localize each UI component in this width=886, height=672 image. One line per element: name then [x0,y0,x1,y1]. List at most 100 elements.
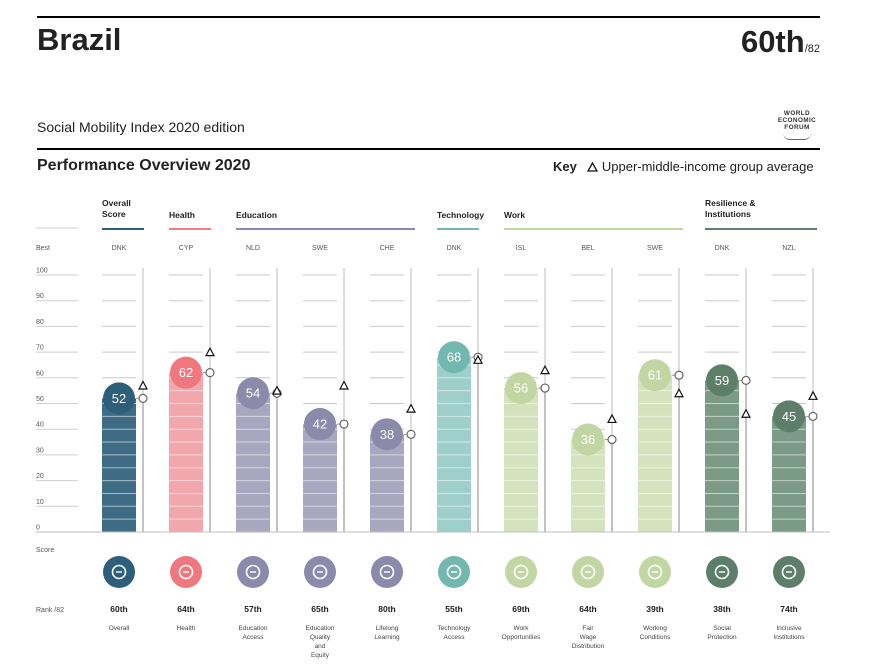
best-country-label: SWE [312,245,328,252]
group-average-marker [607,413,617,424]
group-average-marker [540,364,550,375]
score-bar [102,398,136,532]
hands-heart-icon-glyph [714,564,730,580]
score-rail-marker [339,419,349,429]
pillar-rank: 64th [177,604,194,614]
best-country-label: DNK [447,245,462,252]
pillar-label: Quality [310,634,331,641]
score-value: 38 [380,427,394,442]
y-tick-label: 0 [36,525,40,532]
rank-row-label: Rank /82 [36,607,64,614]
group-average-marker [741,408,751,418]
y-tick-label: 20 [36,473,44,480]
group-average-marker [272,385,282,395]
pillar-label: Working [643,625,667,632]
document-icon-glyph [647,564,663,580]
score-rail-marker [674,370,684,380]
y-tick-label: 70 [36,345,44,352]
best-country-label: NLD [246,245,260,252]
ribbon-icon-glyph [111,564,127,580]
pillar-label: Equity [311,652,330,659]
group-label: Education [236,210,277,220]
group-average-marker [339,380,349,390]
best-row-label: Best [36,245,50,252]
pillar-label: Education [239,625,268,632]
pillar-rank: 38th [713,604,730,614]
score-row-label: Score [36,547,54,554]
best-country-label: CYP [179,245,194,252]
country-title: Brazil [37,22,122,57]
pillar-rank: 69th [512,604,529,614]
group-label: Resilience & [705,198,756,208]
score-bar [169,372,203,532]
pillar-label: Access [243,634,265,641]
group-label: Score [102,209,126,219]
pillar-label: Learning [374,634,400,641]
network-icon-glyph [446,564,462,580]
y-tick-label: 50 [36,396,44,403]
wrench-icon-glyph [513,564,529,580]
score-circle [706,364,738,397]
pillar-label: Opportunities [502,634,541,641]
score-circle [371,418,403,451]
score-value: 68 [447,350,461,365]
pillar-label: Work [513,625,529,632]
top-rule [37,16,820,18]
group-label: Overall [102,198,131,208]
best-country-label: BEL [581,245,594,252]
wef-logo: WORLD ECONOMIC FORUM [768,110,826,140]
score-circle [170,356,202,389]
pillar-rank: 55th [445,604,462,614]
pillar-label: Social [713,625,731,632]
pillar-label: Wage [580,634,597,641]
score-bar [437,357,471,532]
key-text: Upper-middle-income group average [601,159,814,174]
y-tick-label: 30 [36,447,44,454]
key-label: Key [553,159,577,174]
score-circle [103,382,135,415]
best-country-label: NZL [782,245,795,252]
score-rail-marker [741,375,751,385]
pillar-rank: 64th [579,604,596,614]
y-tick-label: 80 [36,319,44,326]
coins-icon-glyph [580,564,596,580]
y-tick-label: 10 [36,499,44,506]
score-bar [370,434,404,532]
best-country-label: SWE [647,245,663,252]
graduation-cap-icon-glyph [245,564,261,580]
pillar-label: Fair [582,625,594,632]
group-average-marker [808,390,818,400]
group-label: Work [504,210,525,220]
pillar-label: and [315,643,326,650]
score-value: 62 [179,365,193,380]
chart-key: Key Upper-middle-income group average [553,159,814,174]
score-value: 42 [313,417,327,432]
y-tick-label: 60 [36,370,44,377]
scales-icon-glyph [781,564,797,580]
score-circle [304,408,336,441]
wef-logo-line-2: ECONOMIC [777,117,817,125]
score-value: 52 [112,391,126,406]
score-circle [773,400,805,433]
y-tick-label: 100 [36,268,48,275]
pillar-label: Lifelong [376,625,399,632]
score-circle [505,372,537,405]
best-country-label: ISL [516,245,527,252]
score-value: 61 [648,368,662,383]
pillar-label: Distribution [572,643,605,650]
group-label: Health [169,210,195,220]
score-rail-marker [138,393,148,403]
pillar-rank: 60th [110,604,127,614]
score-bar [772,416,806,532]
score-value: 56 [514,381,528,396]
best-country-label: DNK [715,245,730,252]
group-average-marker [674,387,684,398]
pillar-label: Access [444,634,466,641]
y-tick-label: 90 [36,293,44,300]
score-circle [438,341,470,374]
group-average-marker [138,380,148,390]
score-circle [237,377,269,410]
overall-rank-value: 60th [740,24,805,59]
pillar-rank: 39th [646,604,663,614]
section-title: Performance Overview 2020 [37,157,251,174]
